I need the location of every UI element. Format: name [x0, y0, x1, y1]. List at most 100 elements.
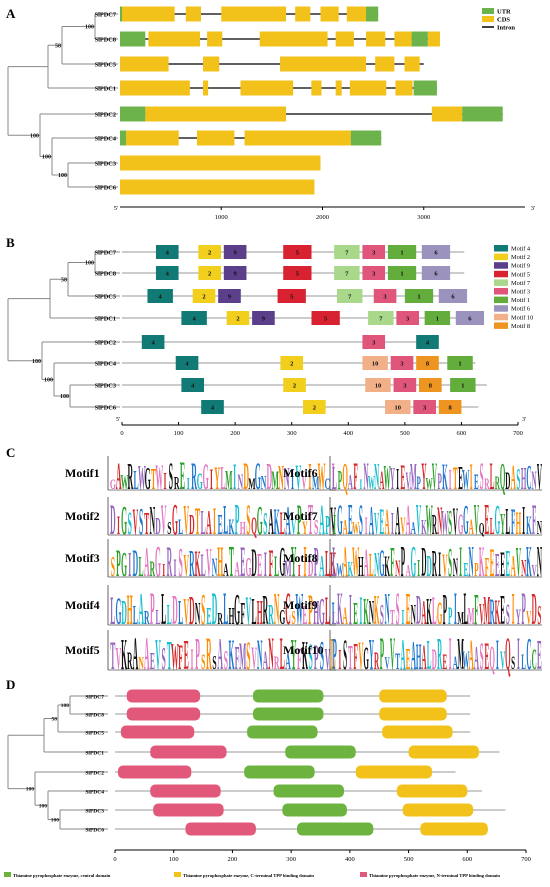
logo-letter: N	[374, 456, 379, 498]
motif-number: 10	[372, 361, 379, 368]
logo-letter: D	[532, 585, 537, 635]
domain-box	[285, 745, 356, 759]
logo-letter: S	[162, 642, 166, 676]
domain-box	[382, 725, 453, 739]
logo-letter: W	[441, 505, 448, 542]
logo-letter: A	[319, 495, 325, 544]
logo-letter: R	[150, 556, 156, 581]
logo-letter: V	[161, 495, 167, 544]
logo-letter: E	[206, 602, 211, 629]
logo-letter: N	[369, 594, 374, 633]
logo-letter: L	[432, 589, 437, 634]
logo-letter: I	[187, 474, 190, 493]
motif-number: 6	[434, 250, 438, 257]
axis-5prime: 5'	[114, 205, 118, 212]
logo-letter: A	[421, 595, 426, 632]
logo-letter: I	[233, 456, 236, 498]
logo-letter: V	[442, 548, 447, 584]
logo-letter: G	[411, 537, 417, 586]
logo-letter: I	[332, 596, 335, 632]
axis-tick-label: 500	[404, 856, 414, 863]
utr-block	[120, 130, 127, 146]
logo-letter: I	[303, 537, 306, 586]
logo-letter: R	[437, 628, 442, 678]
cds-block	[120, 155, 321, 171]
utr-block	[413, 80, 437, 96]
cds-block	[126, 130, 179, 146]
legend-label: Motif 7	[511, 280, 530, 287]
cds-block	[279, 56, 367, 72]
logo-letter: Y	[500, 506, 505, 540]
logo-letter: W	[121, 472, 129, 495]
motif-box	[450, 378, 476, 392]
legend-label: Motif 5	[511, 271, 530, 278]
motif-number: 3	[372, 271, 376, 278]
logo-letter: E	[353, 596, 358, 632]
logo-letter: V	[184, 549, 190, 583]
motif-number: 9	[234, 250, 238, 257]
logo-letter: V	[390, 628, 395, 680]
domain-box	[185, 822, 256, 836]
logo-letter: R	[263, 586, 269, 633]
motif-number: 7	[345, 271, 349, 278]
legend-label: Motif 10	[511, 314, 533, 321]
motif-number: 4	[191, 383, 195, 390]
gene-label: SlPDC1	[95, 316, 116, 323]
logo-letter: E	[485, 495, 490, 544]
logo-letter: T	[390, 607, 395, 630]
logo-letter: S	[359, 495, 363, 544]
logo-letter: E	[401, 457, 406, 497]
logo-letter: R	[217, 608, 223, 627]
gene-label: SlPDC4	[85, 790, 104, 796]
logo-letter: C	[526, 628, 531, 678]
logo-letter: A	[138, 585, 144, 635]
domain-box	[402, 803, 474, 817]
cds-block	[366, 31, 386, 47]
logo-letter: Q	[500, 454, 506, 497]
bootstrap-label: 58	[52, 717, 58, 723]
logo-letter: L	[133, 601, 138, 631]
domain-box	[282, 803, 347, 817]
logo-letter: E	[406, 585, 411, 635]
logo-letter: S	[506, 598, 510, 631]
gene-structure-axis: 1000 2000 3000 5' 3'	[114, 205, 535, 221]
logo-letter: A	[395, 499, 400, 544]
logo-letter: W	[462, 646, 469, 676]
logo-letter: A	[364, 541, 369, 586]
logo-letter: L	[155, 607, 160, 630]
logo-letter: P	[314, 538, 319, 585]
logo-letter: Q	[342, 456, 348, 498]
cds-block	[375, 56, 395, 72]
logo-letter: G	[172, 495, 178, 544]
logo-letter: D	[155, 512, 161, 539]
motif-box	[362, 356, 388, 370]
motif-box	[413, 400, 436, 414]
legend-swatch	[494, 262, 508, 269]
logo-letter: A	[469, 630, 474, 679]
logo-letter: S	[480, 456, 484, 499]
logo-letter: P	[314, 637, 319, 677]
logo-letter: S	[480, 636, 484, 679]
motif-number: 3	[372, 250, 376, 257]
motif-number: 9	[228, 294, 232, 301]
motif-box	[283, 266, 312, 280]
logo-letter: E	[380, 501, 385, 543]
logo-letter: Y	[291, 537, 297, 586]
axis-tick-label: 0	[120, 430, 123, 437]
logo-letter: Q	[505, 630, 511, 680]
logo-letter: H	[416, 636, 422, 678]
logo-letter: V	[406, 467, 411, 494]
axis-tick-label: 700	[521, 856, 531, 863]
motif-number: 4	[211, 405, 215, 412]
logo-letter: V	[432, 456, 437, 499]
logo-letter: L	[332, 537, 337, 586]
legend-swatch	[174, 872, 181, 877]
logo-letter: R	[484, 475, 490, 493]
logo-letter: K	[421, 517, 427, 540]
axis-tick-label: 300	[287, 430, 297, 437]
logo-letter: G	[363, 641, 369, 677]
logo-letter: P	[474, 560, 478, 581]
logo-letter: I	[359, 475, 362, 493]
logo-letter: P	[297, 495, 302, 544]
